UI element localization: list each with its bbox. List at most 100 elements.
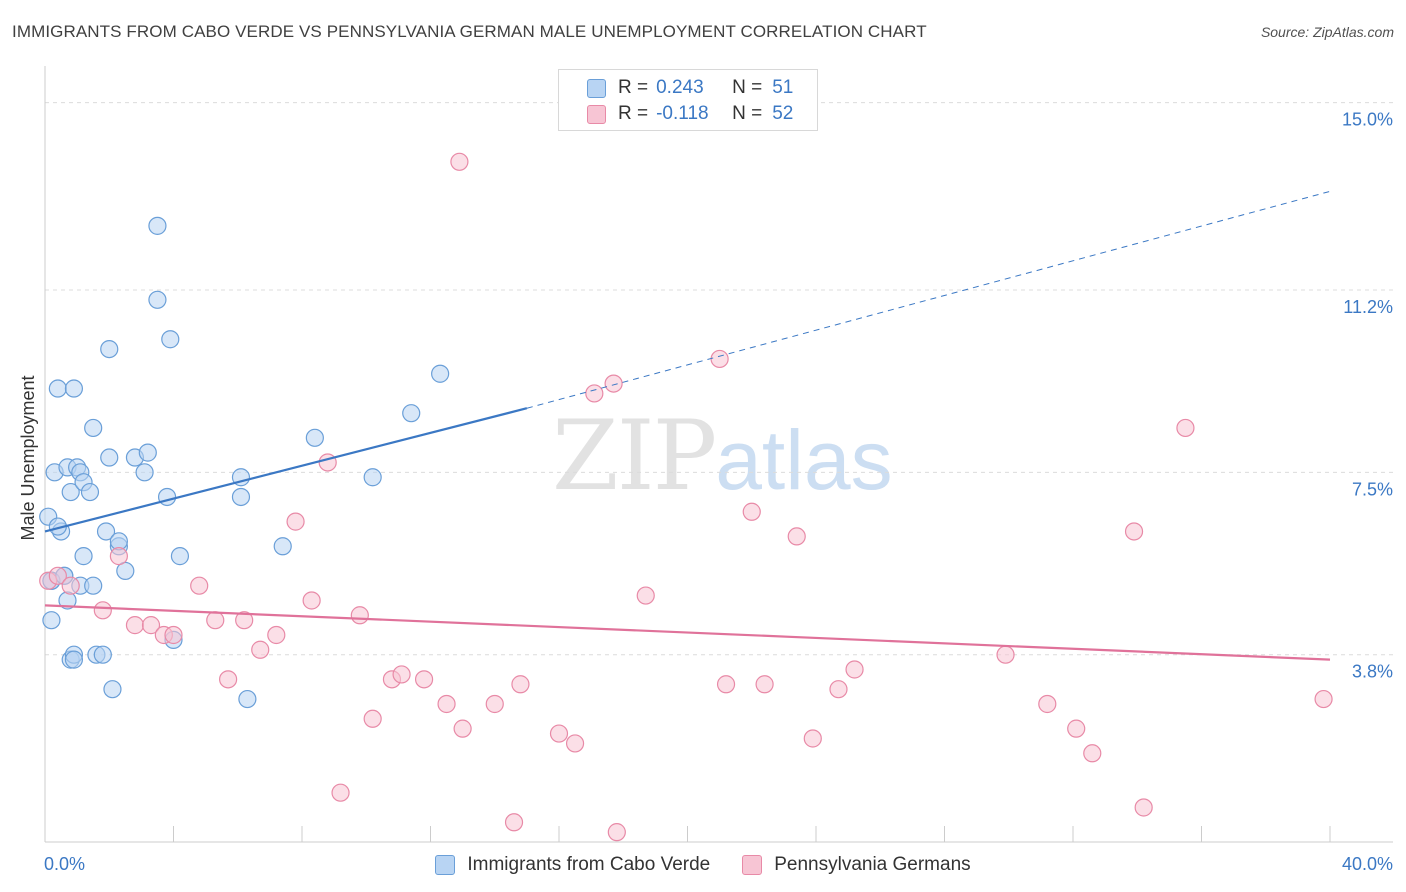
cabo-verde-point (273, 537, 292, 556)
legend-swatch-blue (435, 855, 456, 875)
cabo-verde-point (74, 547, 93, 566)
pennsylvania-german-point (48, 566, 67, 585)
pennsylvania-german-point (787, 527, 806, 546)
y-tick-label: 3.8% (1352, 662, 1393, 682)
pennsylvania-german-point (267, 625, 286, 645)
cabo-verde-point (157, 487, 177, 507)
legend-swatch-pink (742, 855, 763, 875)
pennsylvania-german-point (164, 625, 183, 645)
legend-n-value: 52 (772, 103, 794, 124)
pennsylvania-german-point (1067, 719, 1086, 738)
pennsylvania-german-point (219, 670, 238, 689)
pennsylvania-german-point (604, 374, 623, 393)
cabo-verde-point (100, 339, 119, 359)
legend-r-label: R = (618, 103, 649, 124)
pennsylvania-german-point (1083, 744, 1102, 763)
cabo-verde-point (148, 216, 167, 235)
legend-swatch-blue (587, 78, 606, 98)
cabo-verde-point (431, 364, 450, 383)
cabo-verde-point (135, 463, 154, 482)
legend-item-pennsylvania-germans: Pennsylvania Germans (742, 854, 971, 876)
y-axis-label: Male Unemployment (18, 375, 38, 540)
pennsylvania-german-point (286, 512, 305, 531)
pennsylvania-german-point (511, 675, 530, 694)
cabo-verde-point (61, 482, 80, 502)
pennsylvania-german-point (1124, 522, 1144, 541)
pennsylvania-german-point (1176, 418, 1195, 438)
pennsylvania-german-point (1038, 694, 1057, 714)
cabo-verde-point (42, 611, 61, 630)
pennsylvania-german-point (350, 606, 369, 625)
pennsylvania-german-point (450, 152, 469, 171)
cabo-verde-point (103, 680, 122, 699)
cabo-verde-point (402, 404, 421, 423)
cabo-verde-point (84, 576, 103, 595)
series-legend: Immigrants from Cabo Verde Pennsylvania … (0, 852, 1406, 878)
cabo-verde-point (231, 487, 251, 507)
cabo-verde-point (148, 290, 167, 309)
cabo-verde-point (238, 689, 257, 709)
pennsylvania-german-point (414, 670, 434, 689)
chart-title: IMMIGRANTS FROM CABO VERDE VS PENNSYLVAN… (12, 22, 927, 41)
legend-r-value: -0.118 (656, 103, 709, 124)
y-tick-label: 7.5% (1352, 479, 1393, 499)
cabo-verde-point (363, 468, 382, 487)
correlation-legend: R = 0.243 N = 51 R = -0.118 N = 52 (558, 69, 818, 131)
pennsylvania-german-point (485, 694, 504, 714)
pennsylvania-german-point (331, 783, 350, 802)
pennsylvania-german-point (453, 719, 472, 738)
pennsylvania-german-point (318, 453, 337, 472)
pennsylvania-german-point (755, 675, 774, 694)
legend-label-pennsylvania-germans: Pennsylvania Germans (774, 854, 971, 875)
pennsylvania-german-point (190, 576, 209, 595)
pennsylvania-german-point (710, 349, 729, 369)
cabo-verde-trend-extension (526, 190, 1331, 409)
cabo-verde-point (96, 522, 116, 541)
chart-source: Source: ZipAtlas.com (1260, 24, 1394, 40)
cabo-verde-point (170, 547, 190, 566)
cabo-verde-point (93, 645, 112, 664)
pennsylvania-german-point (206, 611, 225, 630)
watermark-atlas: atlas (715, 413, 893, 507)
cabo-verde-point (138, 443, 157, 462)
legend-row-blue: R = 0.243 N = 51 (587, 76, 793, 100)
pennsylvania-german-point (61, 576, 80, 595)
legend-r-label: R = (618, 77, 649, 98)
cabo-verde-trend-line (44, 407, 528, 533)
pennsylvania-german-point (504, 813, 524, 832)
pennsylvania-german-point (109, 547, 128, 566)
legend-n-label: N = (732, 77, 763, 98)
watermark-zip: ZIP (552, 400, 717, 512)
cabo-verde-point (84, 418, 103, 438)
watermark: ZIPatlas (552, 400, 893, 512)
cabo-verde-point (64, 650, 84, 669)
pennsylvania-german-point (302, 591, 321, 610)
cabo-verde-point (64, 379, 84, 398)
x-tick-label: 40.0% (1342, 854, 1393, 874)
y-tick-label: 11.2% (1343, 297, 1393, 317)
pennsylvania-german-point (565, 734, 585, 753)
legend-item-cabo-verde: Immigrants from Cabo Verde (435, 854, 710, 876)
x-tick-label: 0.0% (44, 854, 85, 874)
pennsylvania-german-point (392, 665, 411, 684)
pennsylvania-german-point (235, 611, 254, 630)
legend-swatch-pink (587, 104, 606, 124)
pennsylvania-german-point (1314, 689, 1333, 709)
cabo-verde-point (161, 330, 180, 349)
legend-r-value: 0.243 (656, 77, 704, 98)
pennsylvania-german-trend-line (44, 604, 1331, 661)
legend-label-cabo-verde: Immigrants from Cabo Verde (467, 854, 711, 875)
pennsylvania-german-point (93, 601, 112, 620)
pennsylvania-german-point (716, 675, 736, 694)
pennsylvania-german-point (803, 729, 822, 748)
cabo-verde-point (100, 448, 119, 467)
pennsylvania-german-point (363, 709, 382, 728)
pennsylvania-german-point (996, 645, 1015, 664)
cabo-verde-point (80, 482, 100, 502)
pennsylvania-german-point (125, 616, 145, 635)
pennsylvania-german-point (141, 616, 161, 635)
pennsylvania-german-point (607, 823, 626, 842)
cabo-verde-point (48, 379, 67, 398)
pennsylvania-german-point (585, 384, 604, 403)
